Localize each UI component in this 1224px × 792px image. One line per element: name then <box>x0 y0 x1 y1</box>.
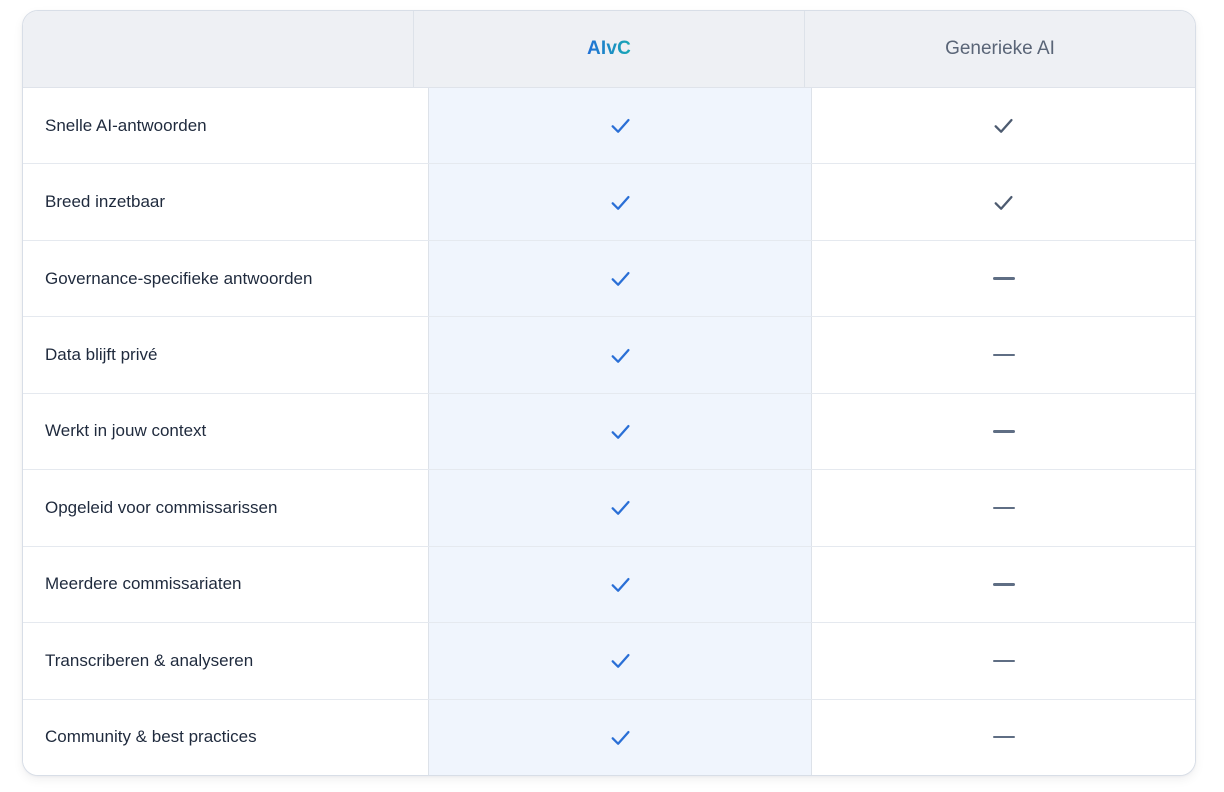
feature-cell: Community & best practices <box>23 700 428 775</box>
table-row: Breed inzetbaar <box>23 164 1195 241</box>
column-header-aivc: AIvC <box>586 38 632 59</box>
aivc-cell <box>427 393 813 470</box>
dash-icon <box>992 353 1015 357</box>
generic-cell <box>812 241 1195 316</box>
table-row: Werkt in jouw context <box>23 393 1195 471</box>
comparison-table: AIvC Generieke AI Snelle AI-antwoorden B… <box>22 10 1196 776</box>
feature-cell: Data blijft privé <box>23 317 428 392</box>
check-icon <box>608 266 633 291</box>
generic-cell <box>812 317 1195 392</box>
check-icon <box>608 495 633 520</box>
aivc-cell <box>427 88 813 164</box>
column-header-generieke-ai: Generieke AI <box>945 38 1055 59</box>
table-row: Meerdere commissariaten <box>23 546 1195 624</box>
feature-label: Snelle AI-antwoorden <box>45 115 207 135</box>
dash-icon <box>992 430 1015 433</box>
generic-cell <box>812 700 1195 775</box>
table-header-row: AIvC Generieke AI <box>23 11 1195 88</box>
generic-cell <box>812 623 1195 698</box>
feature-label: Data blijft privé <box>45 345 158 365</box>
table-row: Data blijft privé <box>23 317 1195 394</box>
check-icon <box>608 190 633 215</box>
table-row: Governance-specifieke antwoorden <box>23 240 1195 318</box>
feature-cell: Governance-specifieke antwoorden <box>23 241 428 316</box>
table-row: Transcriberen & analyseren <box>23 623 1195 700</box>
check-icon <box>608 725 633 750</box>
feature-cell: Meerdere commissariaten <box>23 547 428 622</box>
check-icon <box>608 113 633 138</box>
check-icon <box>608 419 633 444</box>
aivc-cell <box>427 699 813 775</box>
feature-label: Transcriberen & analyseren <box>45 650 254 670</box>
check-icon <box>608 343 633 368</box>
check-icon <box>608 648 633 673</box>
aivc-cell <box>427 240 813 317</box>
feature-label: Breed inzetbaar <box>45 192 166 212</box>
feature-label: Opgeleid voor commissarissen <box>45 497 278 517</box>
generic-cell <box>812 164 1195 239</box>
table-row: Snelle AI-antwoorden <box>23 88 1195 165</box>
dash-icon <box>992 659 1015 663</box>
generic-cell <box>812 547 1195 622</box>
table-body: Snelle AI-antwoorden Breed inzetbaar Gov… <box>23 88 1195 775</box>
table-row: Opgeleid voor commissarissen <box>23 470 1195 547</box>
header-cell-feature <box>23 11 413 87</box>
header-cell-aivc: AIvC <box>413 11 804 87</box>
dash-icon <box>992 583 1015 586</box>
dash-icon <box>992 735 1015 739</box>
aivc-cell <box>427 623 813 699</box>
feature-cell: Breed inzetbaar <box>23 164 428 239</box>
check-icon <box>608 572 633 597</box>
aivc-cell <box>427 317 813 393</box>
feature-cell: Werkt in jouw context <box>23 394 428 469</box>
aivc-cell <box>427 546 813 623</box>
check-icon <box>991 113 1016 138</box>
check-icon <box>991 190 1016 215</box>
dash-icon <box>992 277 1015 280</box>
generic-cell <box>812 394 1195 469</box>
table-row: Community & best practices <box>23 699 1195 775</box>
generic-cell <box>812 470 1195 545</box>
dash-icon <box>992 506 1015 510</box>
feature-cell: Opgeleid voor commissarissen <box>23 470 428 545</box>
feature-label: Governance-specifieke antwoorden <box>45 268 313 288</box>
header-cell-generic: Generieke AI <box>804 11 1195 87</box>
aivc-cell <box>427 164 813 240</box>
feature-label: Community & best practices <box>45 727 257 747</box>
feature-cell: Snelle AI-antwoorden <box>23 88 428 163</box>
feature-cell: Transcriberen & analyseren <box>23 623 428 698</box>
feature-label: Werkt in jouw context <box>45 421 207 441</box>
feature-label: Meerdere commissariaten <box>45 574 242 594</box>
aivc-cell <box>427 470 813 546</box>
generic-cell <box>812 88 1195 163</box>
